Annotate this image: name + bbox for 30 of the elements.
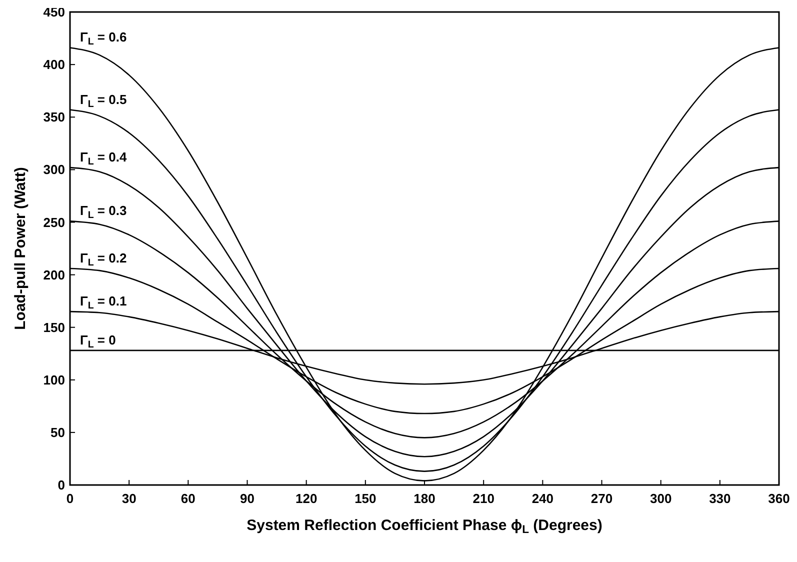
x-tick-label: 30 — [122, 491, 136, 506]
x-tick-label: 60 — [180, 491, 196, 506]
y-tick-label: 400 — [43, 57, 65, 72]
y-tick-label: 150 — [43, 320, 65, 335]
x-tick-label: 180 — [414, 491, 436, 506]
x-tick-label: 240 — [532, 491, 554, 506]
x-tick-label: 210 — [472, 491, 494, 506]
x-axis-title: System Reflection Coefficient Phase ϕ$_{L}$ (Degrees) — [246, 517, 602, 536]
series-label: Γ$_{L}$ = 0.2 — [80, 250, 127, 268]
x-tick-label: 330 — [709, 491, 731, 506]
y-tick-label: 250 — [43, 214, 65, 230]
x-tick-label: 120 — [295, 491, 318, 506]
series-label: Γ$_{L}$ = 0.5 — [80, 92, 127, 110]
y-tick-label: 0 — [58, 478, 65, 493]
series-label: Γ$_{L}$ = 0.3 — [80, 203, 127, 221]
x-tick-label: 150 — [354, 491, 376, 506]
y-tick-label: 50 — [50, 424, 65, 440]
y-axis-title: Load-pull Power (Watt) — [12, 167, 29, 330]
y-tick-label: 300 — [43, 162, 65, 178]
x-tick-label: 300 — [650, 491, 672, 506]
y-tick-label: 350 — [43, 110, 65, 125]
x-tick-label: 90 — [240, 491, 254, 506]
series-label: Γ$_{L}$ = 0.6 — [80, 30, 127, 48]
x-tick-label: 270 — [590, 491, 613, 506]
x-tick-label: 360 — [768, 491, 790, 506]
series-label: Γ$_{L}$ = 0.4 — [80, 150, 128, 168]
series-label: Γ$_{L}$ = 0.1 — [80, 294, 127, 312]
legend-label: Γ$_{L}$ = 0 — [80, 332, 116, 350]
y-tick-label: 100 — [43, 372, 65, 388]
y-tick-label: 200 — [43, 267, 65, 282]
